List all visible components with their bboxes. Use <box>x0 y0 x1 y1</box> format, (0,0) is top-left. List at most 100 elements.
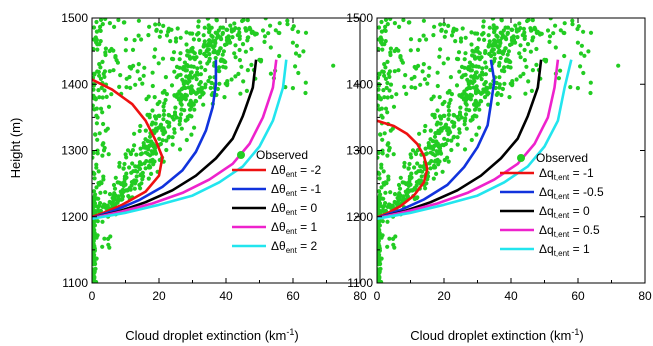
observed-point <box>198 50 203 56</box>
y-tick-label: 1100 <box>62 276 88 290</box>
observed-point <box>153 151 159 156</box>
observed-point <box>135 69 140 74</box>
observed-point <box>432 143 437 148</box>
observed-point <box>381 205 386 210</box>
observed-point <box>132 38 137 43</box>
observed-point <box>469 42 474 47</box>
observed-point <box>233 55 238 60</box>
observed-point <box>534 62 539 67</box>
observed-point <box>464 96 469 101</box>
observed-point <box>481 19 486 24</box>
y-tick-label: 1100 <box>347 276 373 290</box>
observed-point <box>266 31 271 36</box>
observed-point <box>507 95 512 100</box>
observed-point <box>462 147 468 152</box>
observed-point <box>149 149 154 154</box>
observed-point <box>432 115 437 120</box>
observed-point <box>158 29 163 34</box>
observed-point <box>161 23 166 28</box>
observed-point <box>516 28 521 33</box>
observed-point <box>553 45 558 50</box>
observed-point <box>430 151 435 157</box>
observed-point <box>484 85 489 90</box>
observed-point <box>143 166 148 171</box>
observed-point <box>401 195 406 200</box>
y-tick-label: 1500 <box>346 11 373 25</box>
observed-point <box>424 37 429 42</box>
observed-point <box>146 94 151 99</box>
observed-point <box>268 45 273 50</box>
observed-point <box>277 53 282 59</box>
observed-point <box>173 39 179 44</box>
observed-point <box>147 134 153 139</box>
observed-point <box>101 174 106 179</box>
observed-point <box>397 191 402 196</box>
observed-point <box>410 148 416 153</box>
observed-point <box>377 222 380 227</box>
observed-point <box>219 37 224 42</box>
legend-observed-label: Observed <box>536 151 588 165</box>
observed-point <box>502 69 507 74</box>
observed-point <box>93 132 98 137</box>
observed-point <box>476 55 481 60</box>
observed-point <box>157 99 162 105</box>
observed-point <box>92 87 96 92</box>
legend-observed-label: Observed <box>256 148 308 162</box>
observed-point <box>434 171 439 176</box>
observed-point <box>157 136 162 141</box>
observed-point <box>517 51 522 56</box>
observed-point <box>538 31 543 36</box>
observed-point <box>464 87 469 92</box>
observed-point <box>521 71 526 76</box>
observed-point <box>100 219 105 224</box>
observed-point <box>437 54 442 59</box>
observed-point <box>198 60 203 65</box>
observed-point <box>92 201 98 206</box>
observed-point <box>221 59 227 64</box>
observed-point <box>385 244 390 249</box>
observed-point <box>136 33 141 38</box>
observed-point <box>586 49 591 54</box>
observed-point <box>388 46 393 51</box>
observed-point <box>377 155 380 160</box>
observed-point <box>97 62 102 67</box>
observed-point <box>123 37 129 42</box>
observed-point <box>506 49 511 54</box>
observed-point <box>449 138 454 143</box>
observed-point <box>431 33 436 38</box>
observed-point <box>213 30 218 35</box>
observed-point <box>122 161 127 167</box>
observed-point <box>150 120 155 125</box>
observed-point <box>140 177 145 182</box>
observed-point <box>170 135 175 140</box>
observed-point <box>446 108 452 113</box>
observed-point <box>388 18 393 21</box>
observed-point <box>505 25 511 30</box>
observed-point <box>139 37 144 42</box>
observed-point <box>393 234 398 239</box>
observed-point <box>293 51 299 56</box>
observed-point <box>262 34 268 39</box>
observed-point <box>101 148 107 153</box>
observed-point <box>238 91 243 96</box>
observed-point <box>386 174 391 179</box>
observed-point <box>409 85 414 90</box>
observed-point <box>212 48 217 53</box>
observed-point <box>197 82 202 87</box>
observed-point <box>435 157 440 162</box>
observed-point <box>166 120 171 125</box>
observed-point <box>400 180 405 185</box>
observed-point <box>92 93 96 98</box>
observed-point <box>98 18 104 22</box>
observed-point <box>98 208 103 213</box>
observed-point <box>215 86 220 92</box>
observed-point <box>509 27 514 32</box>
observed-point <box>575 40 581 45</box>
observed-point <box>433 165 438 170</box>
observed-point <box>397 24 402 29</box>
x-tick-label: 20 <box>152 289 166 303</box>
observed-point <box>480 72 485 77</box>
observed-point <box>92 250 95 255</box>
observed-point <box>98 39 103 44</box>
observed-point <box>179 126 184 131</box>
